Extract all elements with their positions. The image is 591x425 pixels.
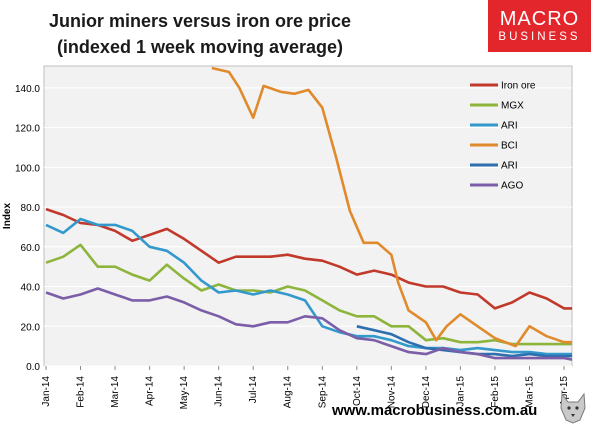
x-tick-label: Apr-15 (559, 376, 570, 406)
wolf-mascot-icon (560, 392, 586, 424)
x-tick-label: Apr-14 (145, 376, 156, 406)
x-tick-label: Dec-14 (421, 376, 432, 409)
x-tick-label: Mar-15 (524, 376, 535, 408)
gridlines (44, 87, 572, 367)
legend-label: ARI (501, 121, 518, 132)
x-axis: Jan-14 Feb-14 Mar-14 Apr-14 May-14 Jun-14 Jul-… (41, 366, 570, 409)
chart-title: Junior miners versus iron ore price (ind… (20, 8, 380, 60)
x-tick-label: Jul-14 (248, 376, 259, 404)
y-tick-label: 140.0 (15, 84, 40, 95)
series-line-1 (45, 243, 572, 346)
y-tick-label: 100.0 (15, 163, 40, 174)
series-line-2 (45, 217, 572, 356)
y-tick-label: 0.0 (26, 362, 40, 373)
logo-line-1: MACRO (499, 8, 580, 30)
x-tick-label: Jun-14 (214, 376, 225, 407)
legend-label: Iron ore (501, 81, 536, 92)
legend-label: BCI (501, 141, 518, 152)
x-tick-label: Jan-15 (455, 376, 466, 407)
y-tick-label: 120.0 (15, 124, 40, 135)
x-tick-label: Feb-14 (76, 376, 87, 408)
y-tick-label: 40.0 (21, 283, 41, 294)
website-url: www.macrobusiness.com.au (332, 402, 538, 419)
macrobusiness-logo: MACRO BUSINESS (488, 0, 591, 52)
y-axis: 0.0 20.0 40.0 60.0 80.0 100.0 120.0 140.0 (15, 84, 40, 373)
x-tick-label: Aug-14 (283, 376, 294, 409)
series-line-3 (211, 66, 572, 348)
series-lines (45, 66, 572, 361)
x-tick-label: May-14 (179, 376, 190, 410)
x-tick-label: Mar-14 (110, 376, 121, 408)
title-line-2: (indexed 1 week moving average) (56, 37, 344, 57)
series-line-5 (45, 287, 572, 361)
y-tick-label: 60.0 (21, 243, 41, 254)
plot-area (43, 65, 573, 367)
x-tick-label: Jan-14 (41, 376, 52, 407)
x-tick-label: Oct-14 (352, 376, 363, 406)
series-line-0 (45, 207, 572, 310)
legend-label: MGX (501, 101, 524, 112)
legend: Iron ore MGX ARI BCI ARI AGO (470, 81, 536, 192)
y-axis-label: Index (2, 203, 13, 230)
title-line-1: Junior miners versus iron ore price (48, 11, 352, 31)
legend-label: ARI (501, 161, 518, 172)
legend-label: AGO (501, 181, 523, 192)
x-tick-label: Nov-14 (386, 376, 397, 409)
y-tick-label: 80.0 (21, 203, 41, 214)
x-tick-label: Feb-15 (490, 376, 501, 408)
x-tick-label: Sep-14 (317, 376, 328, 409)
logo-line-2: BUSINESS (498, 31, 581, 43)
y-tick-label: 20.0 (21, 322, 41, 333)
